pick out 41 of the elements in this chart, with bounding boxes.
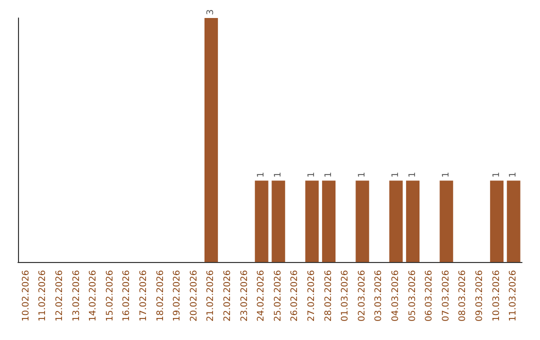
x-tick-label: 04.03.2026 [391,270,401,322]
x-tick-label: 15.02.2026 [105,270,116,322]
x-tick-label: 20.02.2026 [189,270,200,322]
x-tick-label: 06.03.2026 [424,270,435,322]
x-tick-label: 17.02.2026 [139,270,149,322]
x-tick-label: 27.02.2026 [307,270,317,322]
x-tick-label: 12.02.2026 [55,270,65,322]
x-tick-label: 01.03.2026 [340,270,351,322]
x-tick-label: 25.02.2026 [273,270,284,322]
data-label: 1 [324,172,334,178]
data-label: 1 [508,172,519,178]
x-tick-label: 13.02.2026 [72,270,82,322]
data-label: 1 [492,172,502,178]
x-tick-label: 10.02.2026 [21,270,32,322]
data-label: 1 [441,172,452,178]
x-tick-label: 28.02.2026 [324,270,334,322]
x-tick-label: 16.02.2026 [122,270,132,322]
data-label: 1 [408,172,418,178]
data-label: 1 [307,172,317,178]
x-tick-label: 11.02.2026 [38,270,48,322]
x-tick-label: 19.02.2026 [172,270,183,322]
x-tick-label: 08.03.2026 [458,270,468,322]
x-tick-label: 21.02.2026 [206,270,216,322]
x-tick-label: 09.03.2026 [475,270,485,322]
x-tick-label: 14.02.2026 [88,270,99,322]
data-label: 1 [256,172,267,178]
data-label: 1 [357,172,368,178]
x-tick-label: 10.03.2026 [492,270,502,322]
x-tick-label: 24.02.2026 [256,270,267,322]
x-tick-label: 02.03.2026 [357,270,368,322]
data-label: 1 [391,172,401,178]
x-tick-label: 18.02.2026 [156,270,166,322]
x-tick-label: 11.03.2026 [508,270,519,322]
x-tick-label: 26.02.2026 [290,270,300,322]
data-label: 1 [273,172,284,178]
x-tick-label: 22.02.2026 [223,270,233,322]
x-tick-label: 23.02.2026 [240,270,250,322]
x-tick-label: 05.03.2026 [408,270,418,322]
data-label: 3 [206,9,216,15]
x-tick-label: 03.03.2026 [374,270,384,322]
x-tick-label: 07.03.2026 [441,270,452,322]
